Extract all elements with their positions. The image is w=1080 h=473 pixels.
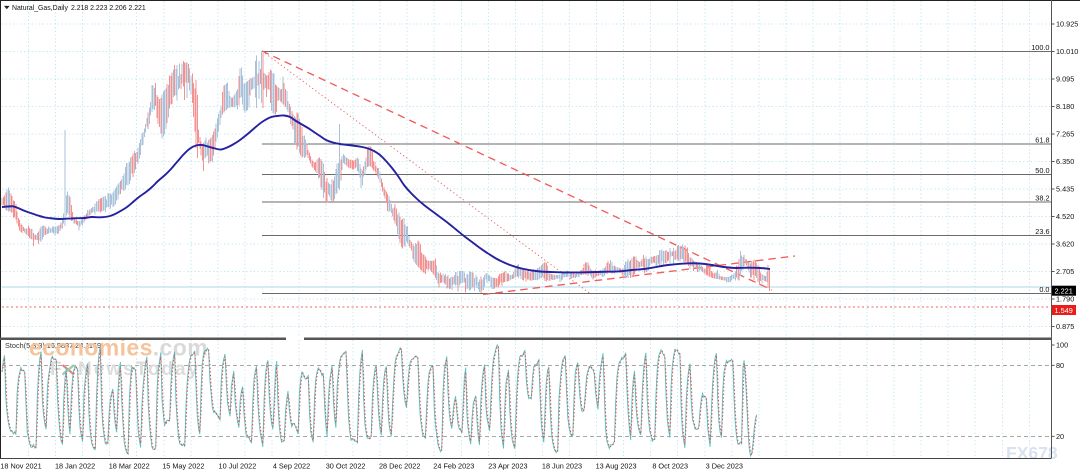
- svg-text:1.790: 1.790: [1056, 295, 1074, 304]
- svg-text:7.265: 7.265: [1056, 130, 1074, 139]
- svg-text:8 Oct 2023: 8 Oct 2023: [652, 462, 688, 471]
- svg-text:38.2: 38.2: [1035, 193, 1049, 202]
- svg-text:20: 20: [1056, 432, 1064, 441]
- svg-text:1.549: 1.549: [1055, 306, 1073, 315]
- svg-text:6.350: 6.350: [1056, 157, 1074, 166]
- svg-text:28 Dec 2022: 28 Dec 2022: [379, 462, 420, 471]
- svg-text:23 Apr 2023: 23 Apr 2023: [488, 462, 527, 471]
- svg-text:0.0: 0.0: [1039, 285, 1049, 294]
- svg-text:3.620: 3.620: [1056, 240, 1074, 249]
- svg-text:18 Jan 2022: 18 Jan 2022: [55, 462, 95, 471]
- svg-text:3 Dec 2023: 3 Dec 2023: [706, 462, 743, 471]
- svg-text:18 Nov 2021: 18 Nov 2021: [0, 462, 41, 471]
- svg-text:10 Jul 2022: 10 Jul 2022: [219, 462, 257, 471]
- svg-text:30 Oct 2022: 30 Oct 2022: [326, 462, 366, 471]
- svg-text:18 Mar 2022: 18 Mar 2022: [109, 462, 150, 471]
- svg-text:61.8: 61.8: [1035, 136, 1049, 145]
- svg-text:F: F: [50, 359, 62, 380]
- svg-text:Natural_Gas,Daily: Natural_Gas,Daily: [12, 5, 68, 12]
- svg-text:23.6: 23.6: [1035, 227, 1049, 236]
- svg-text:4 Sep 2022: 4 Sep 2022: [273, 462, 310, 471]
- svg-text:13 Aug 2023: 13 Aug 2023: [596, 462, 637, 471]
- svg-text:8.180: 8.180: [1056, 102, 1074, 111]
- svg-text:100: 100: [1056, 341, 1068, 350]
- svg-text:10.925: 10.925: [1056, 20, 1078, 29]
- svg-text:FX678: FX678: [1006, 443, 1058, 463]
- svg-text:80: 80: [1056, 361, 1064, 370]
- svg-text:50.0: 50.0: [1035, 166, 1049, 175]
- svg-text:10.010: 10.010: [1056, 47, 1078, 56]
- svg-text:2.221: 2.221: [1055, 287, 1073, 296]
- svg-text:Stoch(5,3,3) 16.5887 24.1169: Stoch(5,3,3) 16.5887 24.1169: [5, 341, 101, 350]
- svg-text:5.435: 5.435: [1056, 185, 1074, 194]
- svg-text:15 May 2022: 15 May 2022: [162, 462, 204, 471]
- svg-text:2.218 2.223 2.206 2.221: 2.218 2.223 2.206 2.221: [71, 5, 146, 12]
- svg-text:4.520: 4.520: [1056, 212, 1074, 221]
- svg-text:18 Jun 2023: 18 Jun 2023: [542, 462, 582, 471]
- svg-text:2.705: 2.705: [1056, 267, 1074, 276]
- svg-text:24 Feb 2023: 24 Feb 2023: [433, 462, 474, 471]
- svg-text:9.095: 9.095: [1056, 75, 1074, 84]
- svg-text:NewsToday: NewsToday: [78, 359, 200, 380]
- svg-text:0.875: 0.875: [1056, 322, 1074, 331]
- svg-text:100.0: 100.0: [1031, 43, 1049, 52]
